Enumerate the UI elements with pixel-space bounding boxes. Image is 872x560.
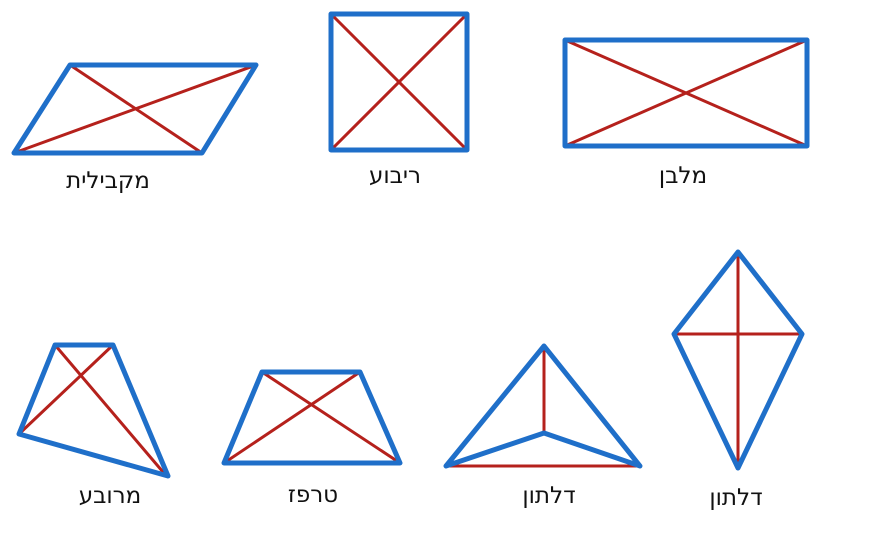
shape-parallelogram xyxy=(11,62,259,156)
shape-concave-kite xyxy=(443,343,643,469)
shape-kite xyxy=(671,249,805,471)
label-kite: דלתון xyxy=(709,485,762,511)
outline xyxy=(328,11,470,153)
diagonal xyxy=(563,38,809,148)
shape-trapezoid xyxy=(221,369,403,466)
diagonal xyxy=(53,343,165,474)
label-quadrilateral: מרובע xyxy=(79,483,142,509)
label-trapezoid: טרפז xyxy=(288,482,338,508)
outline xyxy=(11,62,259,156)
diagonal xyxy=(12,63,258,155)
label-rectangle: מלבן xyxy=(659,163,707,189)
label-square: ריבוע xyxy=(369,163,421,189)
outline xyxy=(221,369,403,466)
outline xyxy=(443,343,643,469)
label-parallelogram: מקבילית xyxy=(66,168,150,194)
shape-quadrilateral xyxy=(16,342,171,479)
label-concave-kite: דלתון xyxy=(522,483,575,509)
diagonal xyxy=(329,12,469,152)
shape-rectangle xyxy=(562,37,810,149)
shape-square xyxy=(328,11,470,153)
outline xyxy=(562,37,810,149)
outline xyxy=(16,342,171,479)
diagonal xyxy=(260,370,402,465)
diagonal xyxy=(222,370,362,465)
diagonal xyxy=(17,343,115,436)
outline xyxy=(671,249,805,471)
